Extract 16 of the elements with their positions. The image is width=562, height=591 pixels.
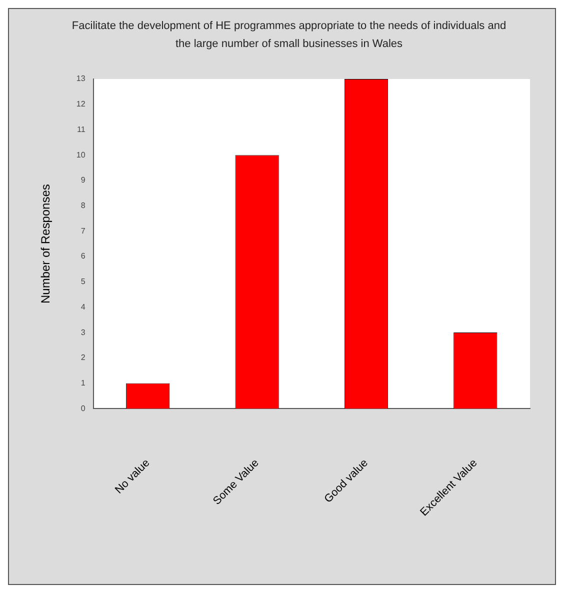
- y-tick-label: 4: [80, 302, 86, 312]
- y-tick-label: 3: [80, 328, 86, 337]
- y-tick-label: 8: [80, 200, 86, 210]
- chart-title: Facilitate the development of HE programmes appropriate to the needs of individuals and the large number of small businesses in Wales: [70, 19, 508, 52]
- y-tick-label: 2: [80, 353, 86, 362]
- y-tick-label: 11: [76, 124, 86, 134]
- y-axis-title: Number of Responses: [38, 184, 53, 304]
- y-tick-label: 7: [80, 226, 86, 236]
- y-tick-label: 10: [76, 150, 86, 160]
- y-tick-label: 13: [76, 74, 86, 84]
- y-tick-label: 6: [80, 252, 86, 261]
- y-tick-label: 1: [80, 378, 86, 388]
- y-tick-label: 12: [76, 100, 86, 109]
- y-tick-label: 5: [80, 277, 86, 286]
- y-tick-label: 9: [80, 176, 86, 185]
- y-tick-label: 0: [80, 404, 86, 413]
